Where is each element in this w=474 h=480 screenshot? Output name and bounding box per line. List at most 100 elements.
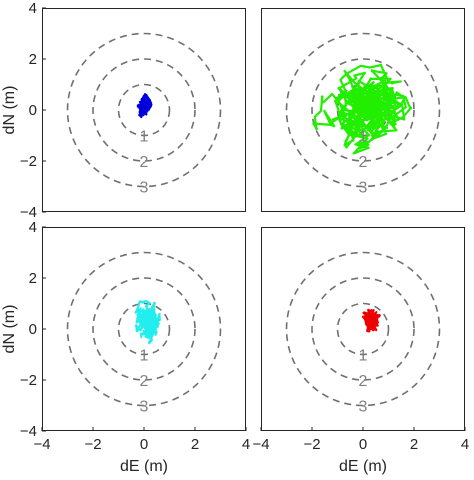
series-point — [377, 105, 381, 109]
series-point — [139, 106, 142, 109]
series-point — [370, 110, 374, 114]
series-point — [364, 311, 368, 315]
series-point — [337, 116, 340, 120]
series-point — [371, 102, 374, 105]
series-point — [365, 323, 369, 326]
series-point — [375, 97, 378, 100]
series-point — [135, 329, 139, 333]
series-point — [142, 313, 146, 316]
series-point — [371, 113, 375, 117]
ring-label-2: 2 — [140, 154, 149, 171]
ring-1 — [336, 302, 390, 356]
series-point — [151, 318, 154, 322]
x-tick-label: −4 — [252, 436, 269, 453]
series-point — [364, 110, 368, 113]
series-point — [142, 94, 146, 98]
series-point — [372, 312, 376, 316]
series-point — [371, 124, 375, 128]
series-point — [348, 79, 352, 82]
x-tick-label: −2 — [84, 436, 101, 453]
series-point — [153, 301, 156, 305]
series-point — [376, 92, 380, 96]
series-point — [368, 315, 372, 319]
series-point — [393, 106, 396, 110]
series-point — [393, 96, 396, 100]
ring-label-1: 1 — [140, 129, 149, 146]
series-point — [372, 325, 376, 328]
x-tick-label: −4 — [33, 436, 50, 453]
series-point — [378, 103, 382, 107]
series-point — [344, 92, 348, 96]
series-point — [155, 325, 159, 329]
series-point — [358, 93, 361, 96]
series-point — [369, 131, 373, 135]
series-point — [347, 91, 351, 95]
panel-top-left: 1 2 3 −4 −2 0 2 4 dN (m) — [1, 0, 246, 221]
ring-label-2: 2 — [140, 373, 149, 390]
panel-top-right: 1 2 3 — [261, 8, 465, 212]
series-point — [359, 104, 363, 108]
series-point — [348, 117, 352, 120]
series-point — [152, 330, 156, 334]
series-point — [153, 328, 157, 332]
x-axis-label: dE (m) — [120, 458, 168, 475]
ring-2 — [311, 277, 415, 381]
ring-label-3: 3 — [140, 180, 149, 197]
series-point — [135, 308, 139, 312]
series-point — [366, 329, 369, 333]
series-point — [368, 93, 372, 96]
series-point — [382, 120, 385, 123]
y-tick-label: 4 — [29, 219, 37, 236]
axes-frame — [261, 8, 465, 212]
series-point — [386, 106, 390, 110]
ring-label-2: 2 — [359, 154, 368, 171]
x-tick-label: 0 — [359, 436, 367, 453]
series-point — [349, 97, 353, 101]
series-point — [338, 119, 342, 122]
series-point — [320, 95, 324, 99]
series-point — [367, 322, 371, 326]
series-point — [334, 99, 337, 103]
series-point — [382, 102, 386, 106]
series-point — [375, 323, 379, 327]
series-point — [376, 314, 380, 317]
series-point — [395, 100, 399, 104]
series-point — [389, 102, 393, 106]
series-point — [368, 113, 371, 117]
series-point — [401, 94, 405, 98]
series-point — [361, 108, 365, 112]
series-point — [375, 320, 379, 323]
series-point — [352, 112, 356, 116]
series-point — [382, 128, 385, 132]
series-point — [141, 300, 145, 304]
series-point — [141, 109, 145, 113]
series-point — [367, 308, 370, 312]
ring-label-1: 1 — [359, 129, 368, 146]
series-point — [154, 330, 158, 334]
series-point — [371, 317, 375, 321]
ring-2 — [92, 58, 196, 162]
x-tick-label: 4 — [461, 436, 469, 453]
panel-bottom-right: 1 2 3 −4 −2 0 2 4 dE (m) — [252, 227, 469, 475]
series-point — [344, 103, 348, 107]
series-point — [332, 124, 336, 128]
series-point — [359, 122, 363, 125]
series-point — [138, 113, 142, 117]
series-point — [138, 312, 141, 316]
series-point — [150, 312, 154, 316]
series-point — [359, 90, 363, 93]
series-point — [368, 318, 372, 322]
series-point — [148, 326, 152, 330]
series-point — [343, 126, 347, 130]
series-point — [373, 116, 377, 120]
series-point — [377, 117, 381, 121]
series-point — [144, 97, 147, 101]
series-point — [353, 97, 357, 101]
y-tick-label: −2 — [20, 153, 37, 170]
series-point — [372, 94, 376, 97]
ring-2 — [92, 277, 196, 381]
series-point — [384, 116, 387, 119]
series-point — [372, 322, 375, 326]
series-point — [345, 129, 349, 133]
